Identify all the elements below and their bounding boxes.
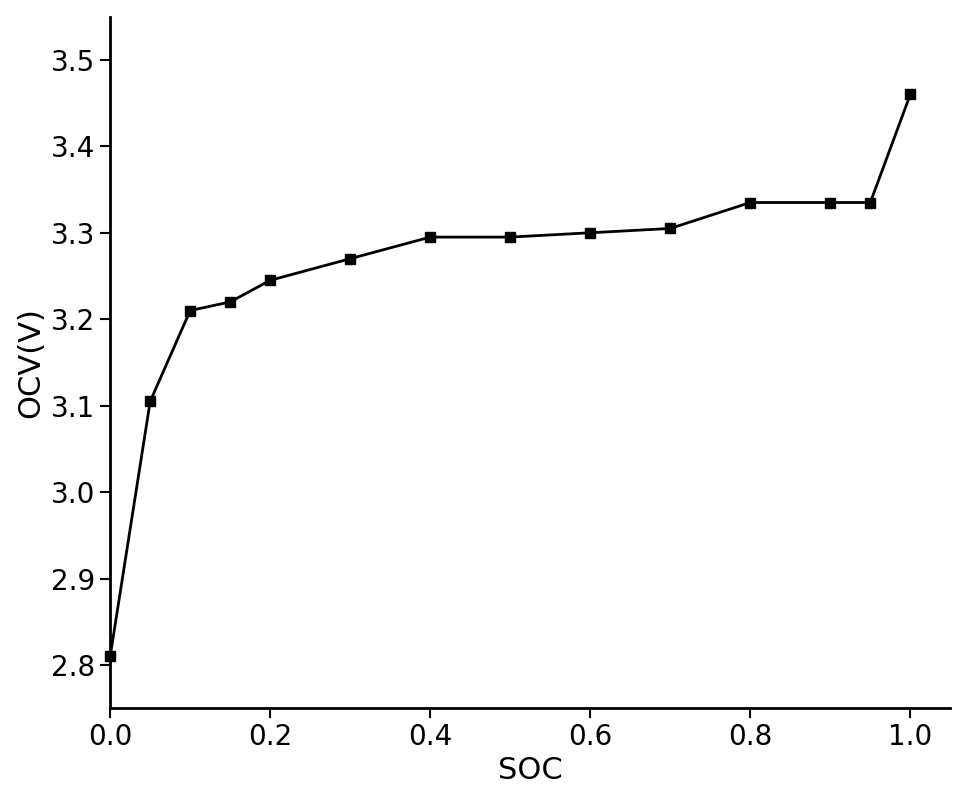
Y-axis label: OCV(V): OCV(V): [16, 307, 45, 418]
X-axis label: SOC: SOC: [498, 756, 563, 785]
